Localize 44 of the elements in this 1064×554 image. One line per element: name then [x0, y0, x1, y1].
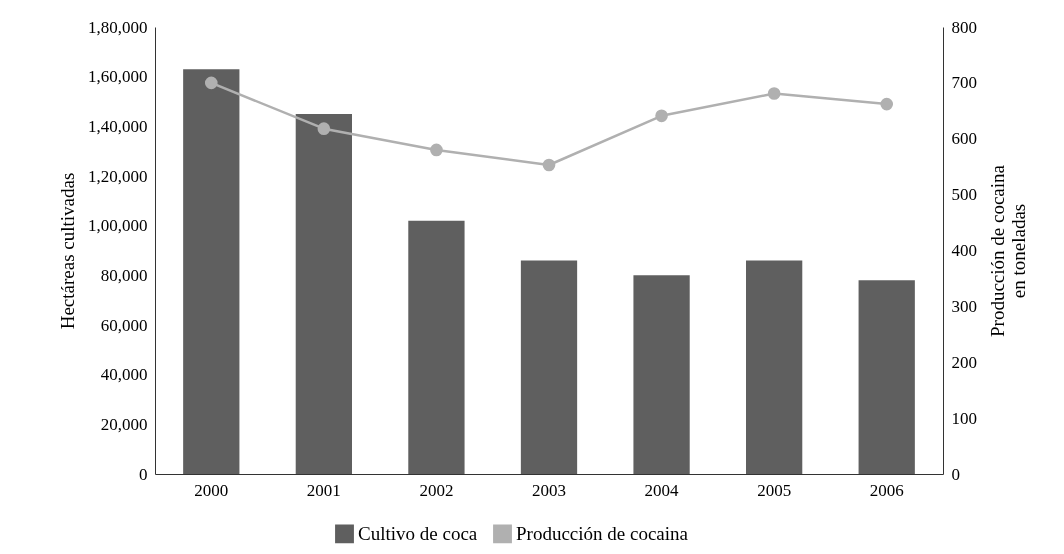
- y2-tick-label: 0: [951, 464, 960, 484]
- y-tick-label: 1,40,000: [88, 116, 148, 136]
- y-tick-label: 1,80,000: [88, 17, 148, 37]
- x-tick-label: 2001: [306, 480, 341, 500]
- legend-label: Cultivo de coca: [358, 522, 478, 544]
- y-tick-label: 80,000: [100, 265, 148, 285]
- point: [317, 122, 331, 136]
- y-tick-label: 0: [139, 464, 148, 484]
- x-tick-label: 2000: [194, 480, 229, 500]
- bar: [858, 280, 915, 474]
- y-tick-label: 1,00,000: [88, 216, 148, 236]
- y-tick-label: 60,000: [100, 315, 148, 335]
- y2-axis-title: Producción de cocaina en toneladas: [987, 164, 1029, 337]
- point: [542, 158, 556, 172]
- y-tick-label: 1,60,000: [88, 67, 148, 87]
- y2-tick-label: 200: [951, 352, 977, 372]
- bar: [183, 69, 240, 474]
- bar: [520, 260, 578, 474]
- y-tick-label: 1,20,000: [88, 166, 148, 186]
- point: [430, 143, 443, 157]
- x-tick-label: 2006: [869, 480, 904, 500]
- y2-tick-label: 400: [951, 241, 977, 260]
- legend-label: Producción de cocaina: [516, 522, 689, 544]
- x-tick-label: 2004: [644, 480, 680, 500]
- y2-tick-label: 100: [951, 408, 977, 428]
- y2-tick-label: 300: [951, 296, 977, 316]
- point: [655, 109, 668, 123]
- y2-tick-label: 700: [951, 73, 977, 93]
- y-tick-label: 20,000: [100, 414, 148, 434]
- point: [880, 97, 894, 111]
- x-tick-label: 2002: [419, 480, 454, 500]
- bar: [408, 220, 465, 474]
- bar: [633, 275, 690, 474]
- point: [204, 76, 218, 90]
- bar: [295, 113, 352, 474]
- y-tick-label: 40,000: [100, 365, 148, 385]
- point: [767, 87, 781, 100]
- y-axis-title: Hectáreas cultivadas: [57, 172, 78, 330]
- x-tick-label: 2003: [532, 480, 566, 500]
- x-tick-label: 2005: [757, 480, 792, 500]
- y2-tick-label: 800: [951, 17, 977, 37]
- y2-tick-label: 600: [951, 129, 977, 149]
- y2-tick-label: 500: [951, 185, 977, 205]
- bar: [746, 260, 803, 474]
